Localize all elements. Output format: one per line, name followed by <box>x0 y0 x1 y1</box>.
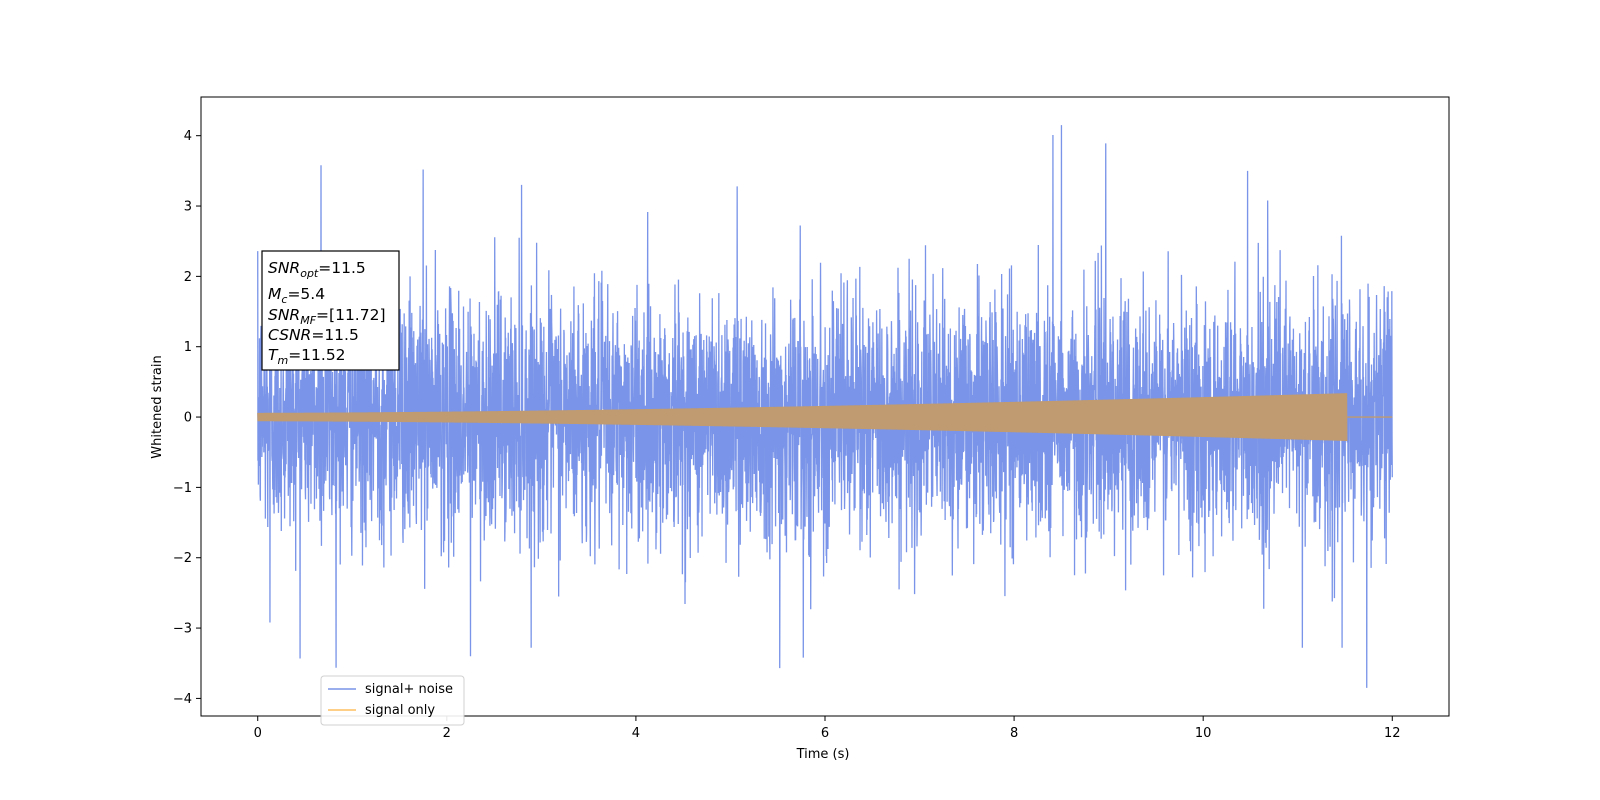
y-tick-label: 3 <box>184 200 192 215</box>
y-tick-label: 0 <box>184 411 192 426</box>
x-tick-label: 12 <box>1384 726 1401 741</box>
y-tick-label: 2 <box>184 270 192 285</box>
x-tick-label: 2 <box>443 726 451 741</box>
plot-area <box>257 125 1393 688</box>
annotation-snr-opt: SNRopt=11.5 <box>268 259 366 280</box>
x-tick-label: 10 <box>1195 726 1212 741</box>
y-tick-label: −4 <box>173 692 192 707</box>
annotation-tm: Tm=11.52 <box>268 346 346 367</box>
x-tick-label: 8 <box>1010 726 1018 741</box>
x-tick-label: 0 <box>254 726 262 741</box>
y-tick-label: 4 <box>184 129 192 144</box>
x-tick-label: 4 <box>632 726 640 741</box>
y-tick-label: −1 <box>173 481 192 496</box>
y-tick-label: 1 <box>184 340 192 355</box>
y-axis-label: Whitened strain <box>150 355 165 458</box>
x-axis-ticks: 0 2 4 6 8 10 12 <box>254 716 1401 741</box>
x-axis-label: Time (s) <box>796 747 850 762</box>
annotation-mc: Mc=5.4 <box>268 285 325 306</box>
legend: signal+ noise signal only <box>320 675 465 726</box>
y-tick-label: −2 <box>173 551 192 566</box>
annotation-snr-mf: SNRMF=[11.72] <box>268 306 386 327</box>
y-tick-label: −3 <box>173 622 192 637</box>
x-tick-label: 6 <box>821 726 829 741</box>
annotation-box: SNRopt=11.5 Mc=5.4 SNRMF=[11.72] CSNR=11… <box>261 250 400 371</box>
legend-label-signal-noise: signal+ noise <box>365 682 453 697</box>
legend-label-signal-only: signal only <box>365 703 435 718</box>
annotation-csnr: CSNR=11.5 <box>268 326 359 344</box>
y-axis-ticks: 4 3 2 1 0 −1 −2 −3 −4 <box>173 129 201 707</box>
signal-only-series-line <box>257 393 1348 441</box>
